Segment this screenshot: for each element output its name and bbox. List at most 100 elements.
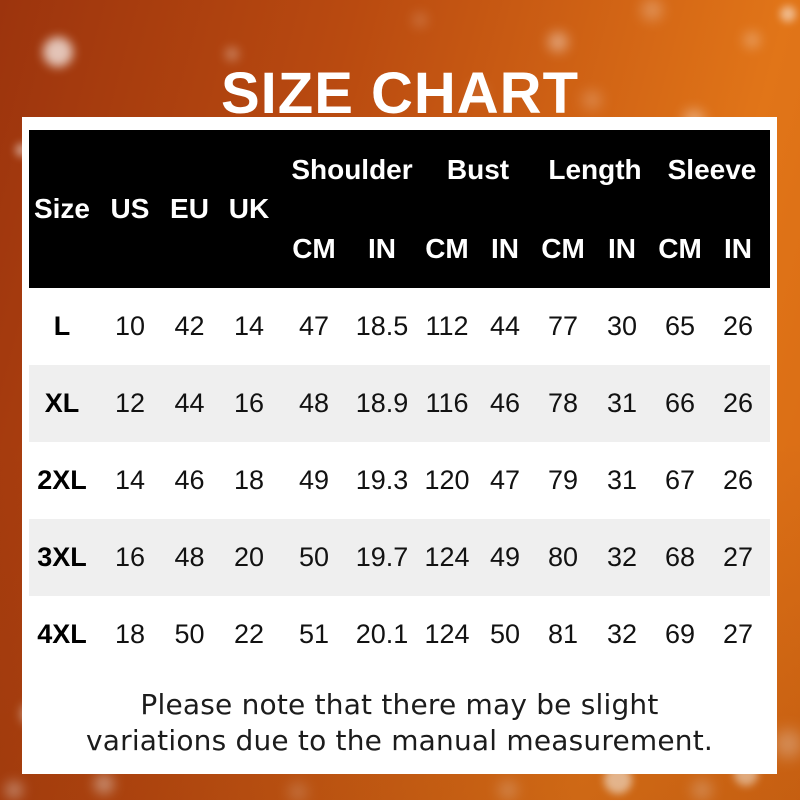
table-cell: 44	[489, 311, 521, 341]
bokeh-dot	[780, 6, 796, 22]
header-unit-cell: IN	[706, 209, 770, 288]
table-row-4xl: 4XL 18 50 22 51 20.1 124 50 81 32 69 27	[29, 596, 770, 673]
table-cell: 68	[664, 542, 696, 572]
table-cell: 67	[664, 465, 696, 495]
table-cell: 30	[606, 311, 638, 341]
table-cell: 31	[606, 465, 638, 495]
table-body: L 10 42 14 47 18.5 112 44 77 30 65 26 XL 12 44 16 48 18.9…	[28, 288, 770, 673]
table-cell: 18	[233, 465, 264, 495]
header-cell-us: US	[94, 130, 165, 288]
header-unit-cell: IN	[473, 209, 536, 288]
table-cell: 44	[174, 388, 205, 418]
table-cell: 79	[547, 465, 579, 495]
header-group-sleeve: Sleeve	[654, 130, 770, 209]
bokeh-dot	[413, 13, 427, 27]
table-cell: 20	[233, 542, 264, 572]
bokeh-dot	[94, 774, 114, 794]
table-cell: 32	[606, 619, 638, 649]
table-cell: 18.9	[355, 388, 409, 418]
table-row-3xl: 3XL 16 48 20 50 19.7 124 49 80 32 68 27	[28, 519, 770, 596]
table-cell: 32	[606, 542, 638, 572]
size-label-cell: 2XL	[37, 465, 87, 495]
table-cell: 27	[722, 542, 754, 572]
table-cell: 50	[174, 619, 205, 649]
measurement-note: Please note that there may be slight var…	[50, 687, 750, 759]
header-unit-cell: IN	[343, 209, 420, 288]
header-row-units: CM IN CM IN CM IN CM IN	[29, 209, 770, 288]
table-row-xl: XL 12 44 16 48 18.9 116 46 78 31 66 26	[28, 365, 770, 442]
table-cell: 46	[174, 465, 205, 495]
size-label-cell: 3XL	[37, 542, 87, 572]
header-group-length: Length	[536, 130, 654, 209]
page-title: SIZE CHART	[221, 60, 579, 126]
table-cell: 124	[424, 619, 470, 649]
table-cell: 65	[664, 311, 696, 341]
header-unit-cell: CM	[283, 209, 344, 288]
table-cell: 81	[547, 619, 579, 649]
table-cell: 66	[664, 388, 696, 418]
table-row-l: L 10 42 14 47 18.5 112 44 77 30 65 26	[29, 288, 770, 365]
bokeh-dot	[692, 780, 712, 800]
header-unit-cell: CM	[654, 209, 706, 288]
table-cell: 31	[606, 388, 638, 418]
table-row-2xl: 2XL 14 46 18 49 19.3 120 47 79 31 67 26	[29, 442, 770, 519]
table-cell: 69	[664, 619, 696, 649]
bokeh-dot	[548, 32, 568, 52]
header-unit-cell: CM	[536, 209, 590, 288]
table-cell: 49	[489, 542, 521, 572]
table-cell: 20.1	[355, 619, 409, 649]
header-cell-size: Size	[28, 130, 95, 288]
table-cell: 50	[298, 542, 329, 572]
table-cell: 78	[547, 388, 579, 418]
table-cell: 19.3	[355, 465, 409, 495]
table-cell: 14	[233, 311, 264, 341]
table-cell: 26	[722, 311, 754, 341]
header-cell-uk: UK	[213, 130, 284, 288]
table-cell: 116	[425, 388, 469, 418]
table-cell: 47	[489, 465, 521, 495]
header-group-bust: Bust	[419, 130, 536, 209]
table-cell: 22	[233, 619, 264, 649]
header-unit-cell: IN	[590, 209, 654, 288]
header-row-groups: Size US EU UK Shoulder Bust Length Sleeve	[28, 130, 770, 288]
table-cell: 80	[547, 542, 579, 572]
table-cell: 16	[233, 388, 264, 418]
table-cell: 120	[424, 465, 470, 495]
table-cell: 18	[114, 619, 145, 649]
table-cell: 46	[489, 388, 521, 418]
table-cell: 49	[298, 465, 329, 495]
table-cell: 10	[114, 311, 145, 341]
table-cell: 48	[174, 542, 205, 572]
table-cell: 112	[425, 311, 469, 341]
table-cell: 51	[298, 619, 329, 649]
table-cell: 47	[298, 311, 329, 341]
table-cell: 42	[174, 311, 205, 341]
measurement-note-line1: Please note that there may be slight	[140, 688, 659, 721]
size-label-cell: L	[53, 311, 71, 341]
measurement-note-line2: variations due to the manual measurement…	[85, 724, 714, 757]
bokeh-dot	[5, 781, 23, 799]
bokeh-dot	[774, 730, 800, 758]
header-unit-cell: CM	[419, 209, 474, 288]
table-cell: 48	[298, 388, 329, 418]
bokeh-dot	[289, 783, 307, 801]
table-cell: 26	[722, 388, 754, 418]
table-cell: 77	[547, 311, 579, 341]
bokeh-dot	[744, 32, 760, 48]
size-chart-table: Size US EU UK Shoulder Bust Length Sleeve CM IN CM…	[28, 130, 770, 673]
bokeh-dot	[499, 781, 517, 799]
header-cell-eu: EU	[164, 130, 214, 288]
table-cell: 19.7	[355, 542, 409, 572]
header-group-shoulder: Shoulder	[283, 130, 420, 209]
bokeh-dot	[642, 0, 662, 20]
size-label-cell: 4XL	[37, 619, 87, 649]
table-cell: 18.5	[355, 311, 409, 341]
bokeh-dot	[225, 47, 239, 61]
table-cell: 14	[114, 465, 145, 495]
table-cell: 16	[114, 542, 145, 572]
table-cell: 124	[424, 542, 470, 572]
table-header: Size US EU UK Shoulder Bust Length Sleeve CM IN CM…	[28, 130, 770, 288]
size-chart-card: Size US EU UK Shoulder Bust Length Sleeve CM IN CM…	[22, 117, 777, 774]
table-cell: 12	[114, 388, 145, 418]
